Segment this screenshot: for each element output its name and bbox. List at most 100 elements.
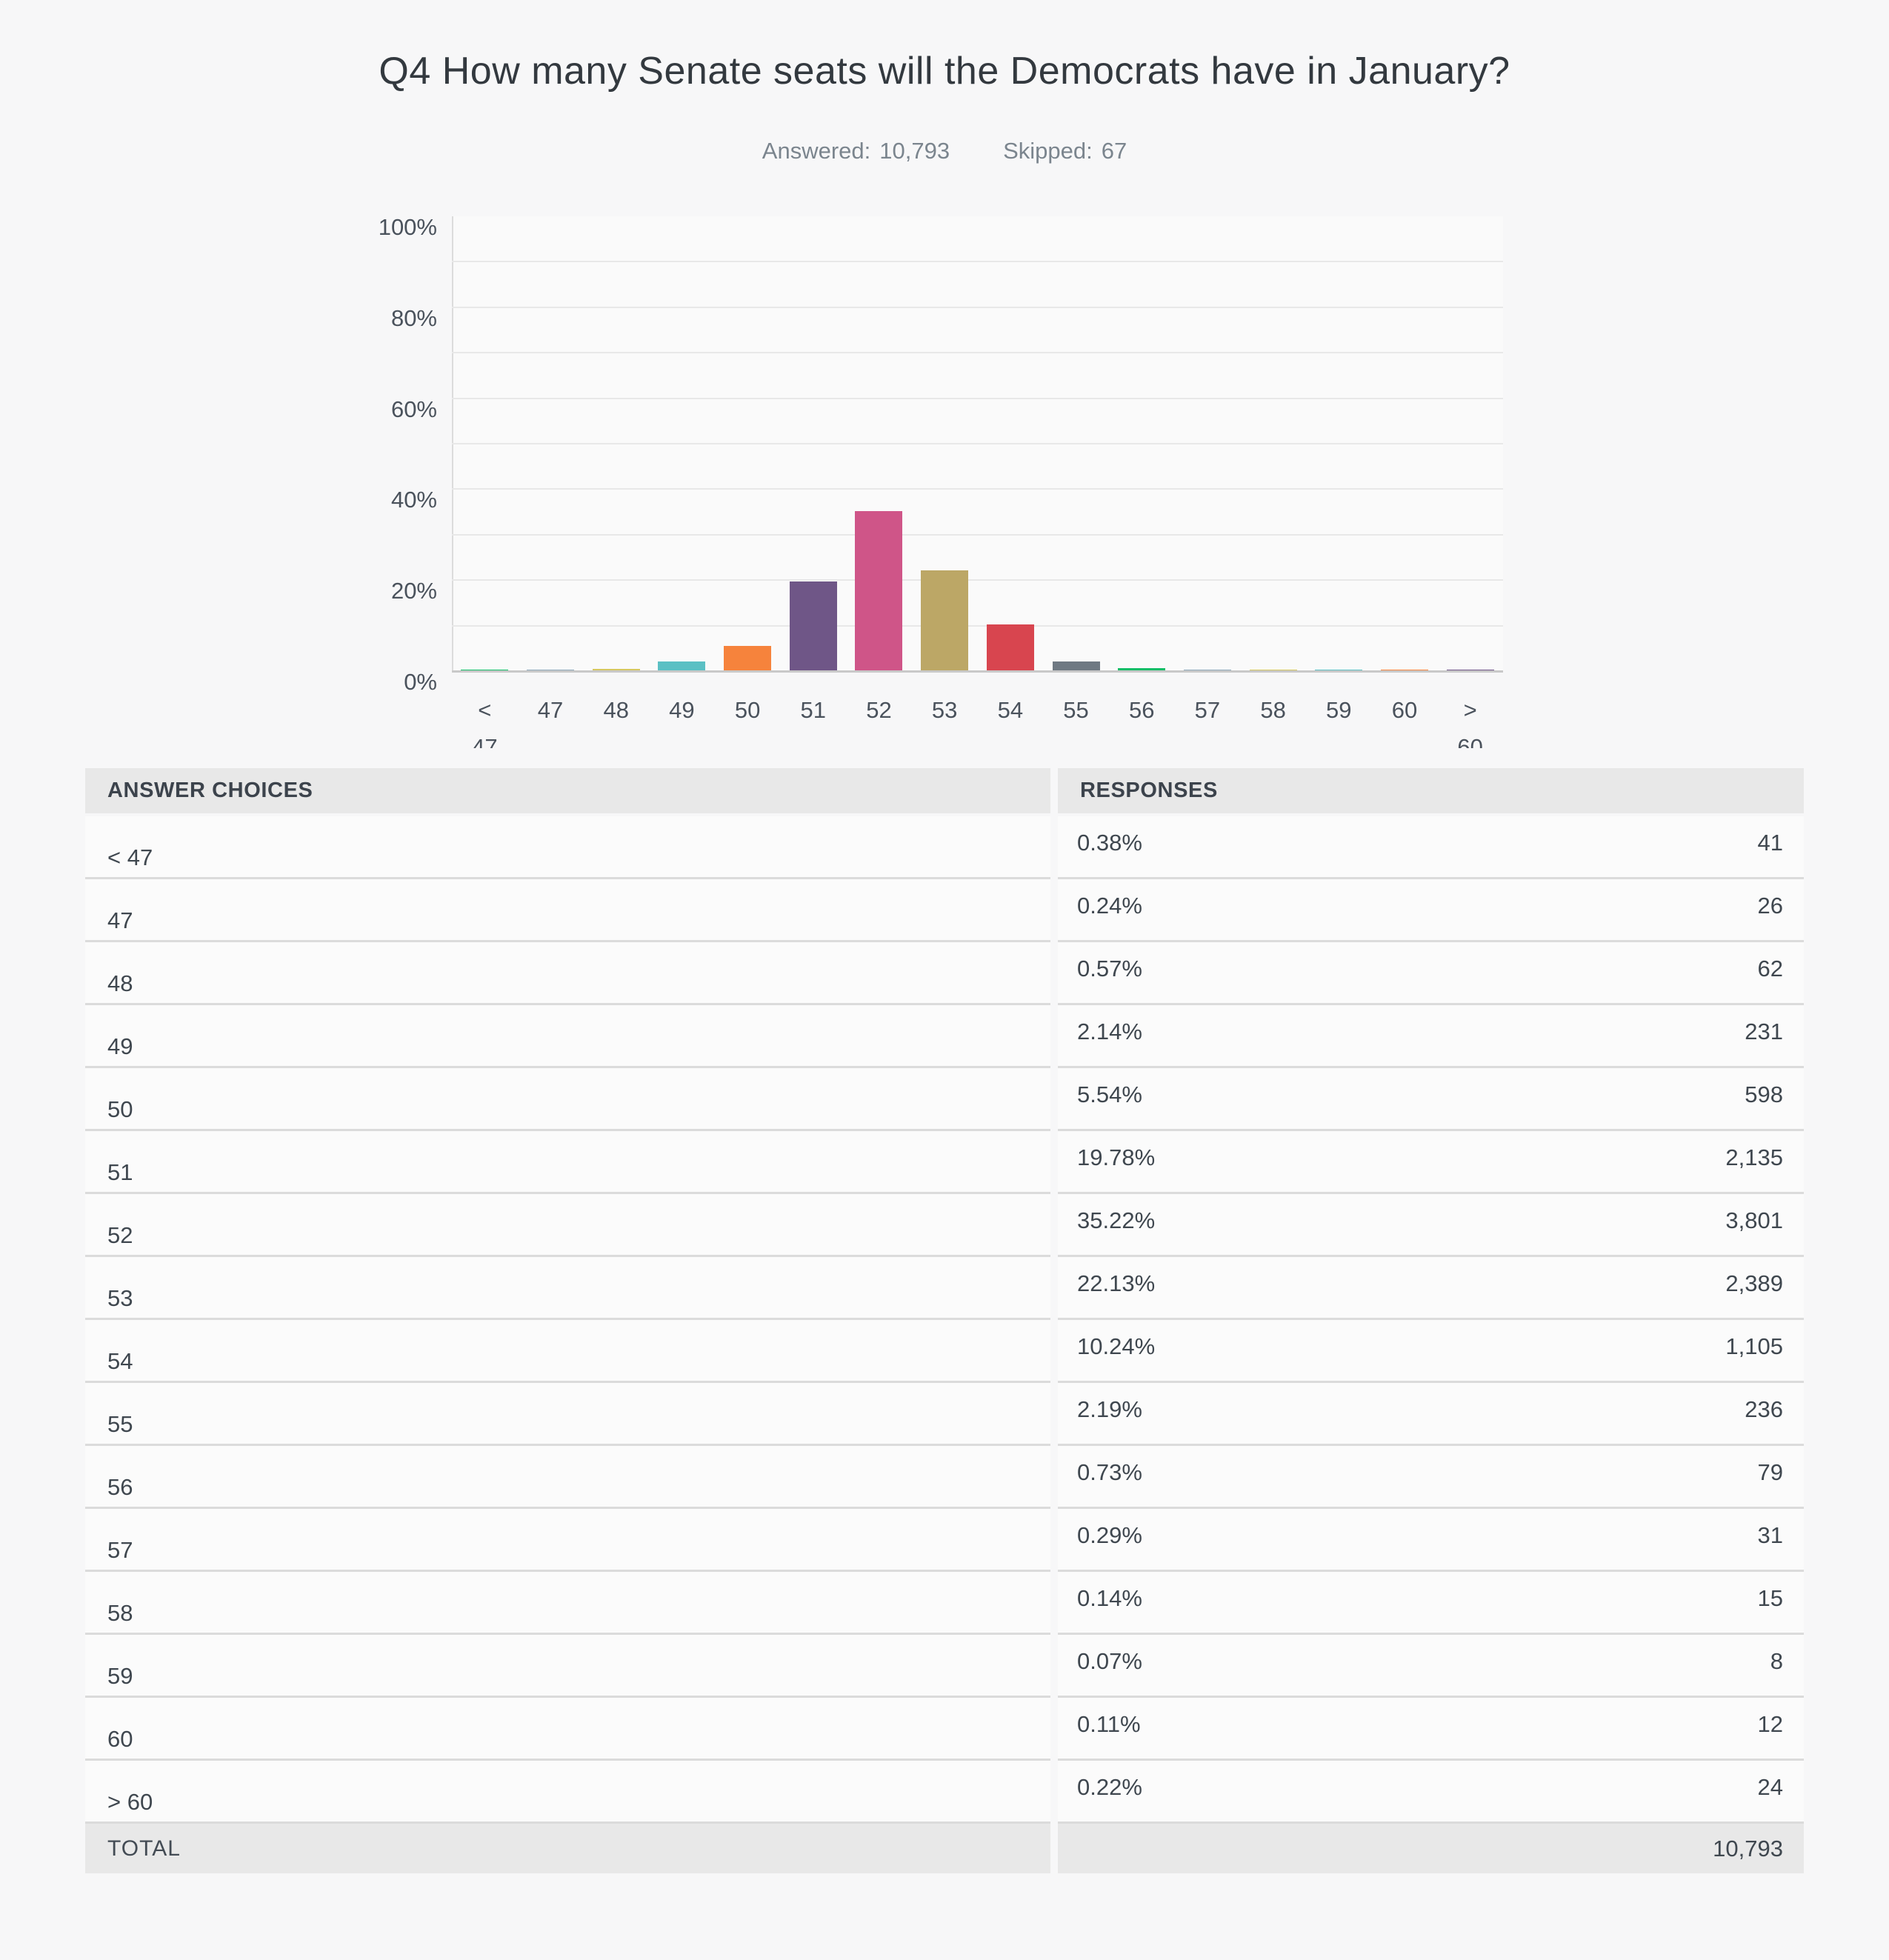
responses-cell: 0.24% 26	[1058, 879, 1804, 942]
x-axis-label: 52	[866, 697, 892, 723]
percent-value: 0.24%	[1077, 893, 1142, 919]
answer-choice-cell: 57	[85, 1509, 1050, 1572]
gridline	[452, 443, 1503, 444]
x-axis-label: 51	[800, 697, 827, 723]
count-value: 79	[1757, 1459, 1783, 1485]
count-value: 12	[1757, 1711, 1783, 1737]
total-value: 10,793	[1058, 1824, 1804, 1873]
y-axis-label: 20%	[390, 578, 437, 604]
count-value: 231	[1745, 1019, 1783, 1044]
response-stats: Answered: 10,793 Skipped: 67	[0, 138, 1889, 164]
table-row: 50 5.54% 598	[85, 1068, 1804, 1131]
bar-slot	[846, 216, 912, 671]
gridline	[452, 397, 1503, 399]
answer-choice-cell: 55	[85, 1383, 1050, 1446]
count-value: 31	[1757, 1522, 1783, 1548]
y-axis-label: 100%	[378, 214, 437, 240]
bar-55[interactable]	[1052, 661, 1100, 671]
gridline	[452, 579, 1503, 581]
bar-slot	[1175, 216, 1241, 671]
skipped-label: Skipped:	[1003, 138, 1093, 164]
responses-cell: 19.78% 2,135	[1058, 1131, 1804, 1194]
count-value: 2,389	[1725, 1270, 1783, 1296]
bars-container	[452, 216, 1503, 671]
bar-56[interactable]	[1118, 667, 1166, 671]
bar-54[interactable]	[986, 624, 1034, 671]
bar-slot	[1240, 216, 1306, 671]
answer-choice-cell: 54	[85, 1320, 1050, 1383]
table-body: < 47 0.38% 41 47 0.24% 26 48 0.57% 62 49 2.14% 231 5…	[85, 816, 1804, 1824]
count-value: 41	[1757, 830, 1783, 856]
gridline	[452, 352, 1503, 354]
answer-choice-cell: > 60	[85, 1761, 1050, 1824]
x-axis-label: 56	[1128, 697, 1155, 723]
bar-50[interactable]	[724, 646, 772, 671]
plot-area	[452, 216, 1503, 673]
y-axis-label: 40%	[390, 487, 437, 513]
bar-<47[interactable]	[461, 669, 509, 671]
answered-value: 10,793	[879, 138, 950, 164]
count-value: 24	[1757, 1774, 1783, 1800]
responses-cell: 0.14% 15	[1058, 1572, 1804, 1635]
table-row: 47 0.24% 26	[85, 879, 1804, 942]
y-axis-labels: 0% 20% 40% 60% 80% 100%	[244, 214, 437, 695]
table-row: 52 35.22% 3,801	[85, 1194, 1804, 1257]
responses-cell: 0.29% 31	[1058, 1509, 1804, 1572]
table-header-row: ANSWER CHOICES RESPONSES	[85, 768, 1804, 813]
answer-choice-cell: 47	[85, 879, 1050, 942]
responses-cell: 5.54% 598	[1058, 1068, 1804, 1131]
count-value: 15	[1757, 1585, 1783, 1611]
table-row: < 47 0.38% 41	[85, 816, 1804, 879]
percent-value: 2.19%	[1077, 1396, 1142, 1422]
responses-cell: 0.73% 79	[1058, 1446, 1804, 1509]
responses-cell: 2.14% 231	[1058, 1005, 1804, 1068]
answered-stat: Answered: 10,793	[762, 138, 950, 164]
percent-value: 0.57%	[1077, 956, 1142, 981]
gridline	[452, 306, 1503, 308]
table-row: 51 19.78% 2,135	[85, 1131, 1804, 1194]
bar-49[interactable]	[658, 661, 706, 671]
bar-53[interactable]	[921, 570, 969, 671]
x-axis-label: 60	[1391, 697, 1418, 723]
bar-slot	[912, 216, 978, 671]
bar-48[interactable]	[592, 668, 640, 671]
table-row: 60 0.11% 12	[85, 1698, 1804, 1761]
count-value: 598	[1745, 1081, 1783, 1107]
x-axis-line	[452, 670, 1503, 673]
page-title: Q4 How many Senate seats will the Democr…	[379, 50, 1510, 93]
table-row: 53 22.13% 2,389	[85, 1257, 1804, 1320]
bar-51[interactable]	[789, 581, 837, 671]
percent-value: 10.24%	[1077, 1333, 1156, 1359]
responses-cell: 0.07% 8	[1058, 1635, 1804, 1698]
results-table: ANSWER CHOICES RESPONSES < 47 0.38% 41 47 0.…	[85, 768, 1804, 1873]
answer-choice-cell: 52	[85, 1194, 1050, 1257]
responses-cell: 0.11% 12	[1058, 1698, 1804, 1761]
responses-cell: 22.13% 2,389	[1058, 1257, 1804, 1320]
x-axis-label: 58	[1260, 697, 1286, 723]
x-axis-label: 50	[734, 697, 761, 723]
percent-value: 0.38%	[1077, 830, 1142, 856]
table-row: 55 2.19% 236	[85, 1383, 1804, 1446]
percent-value: 0.07%	[1077, 1648, 1142, 1674]
percent-value: 5.54%	[1077, 1081, 1142, 1107]
percent-value: 22.13%	[1077, 1270, 1156, 1296]
x-axis-label: 49	[669, 697, 695, 723]
bar-slot	[715, 216, 781, 671]
table-row: 56 0.73% 79	[85, 1446, 1804, 1509]
percent-value: 0.29%	[1077, 1522, 1142, 1548]
x-axis-label: 54	[997, 697, 1024, 723]
count-value: 3,801	[1725, 1207, 1783, 1233]
answer-choice-cell: 56	[85, 1446, 1050, 1509]
answer-choice-cell: 51	[85, 1131, 1050, 1194]
responses-cell: 10.24% 1,105	[1058, 1320, 1804, 1383]
percent-value: 0.22%	[1077, 1774, 1142, 1800]
percent-value: 0.73%	[1077, 1459, 1142, 1485]
y-axis-label: 80%	[390, 304, 437, 331]
table-total-row: TOTAL 10,793	[85, 1824, 1804, 1873]
answered-label: Answered:	[762, 138, 871, 164]
bar-52[interactable]	[855, 510, 903, 671]
count-value: 2,135	[1725, 1144, 1783, 1170]
count-value: 236	[1745, 1396, 1783, 1422]
responses-cell: 0.22% 24	[1058, 1761, 1804, 1824]
